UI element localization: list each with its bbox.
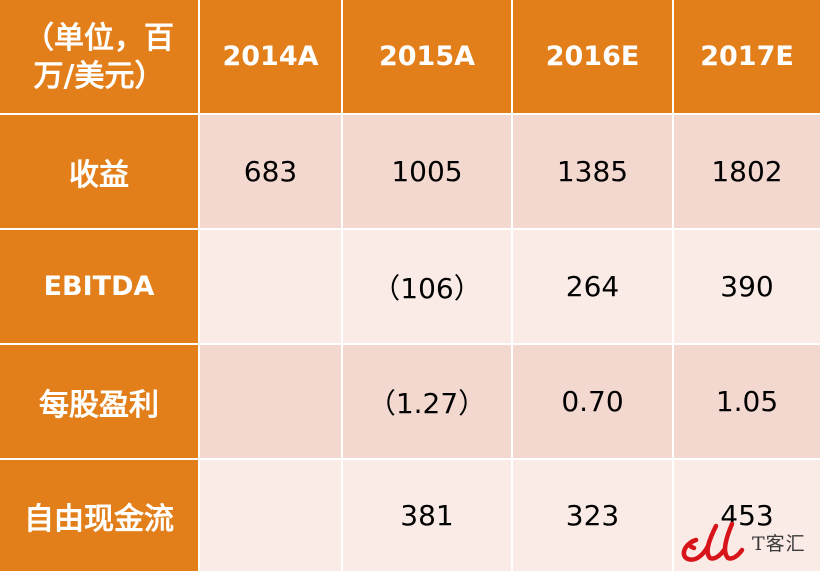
column-header-2017e: 2017E [674,0,820,113]
table-cell: （106） [343,230,511,343]
cell-value: 1.05 [715,385,779,418]
row-header-label: 每股盈利 [39,387,159,423]
column-header-label: 2017E [700,41,794,72]
table-cell: 1005 [343,115,511,228]
table-cell: （1.27） [343,345,511,458]
column-header-2014a: 2014A [200,0,341,113]
column-header-label: 2015A [378,41,476,72]
cell-value: 264 [565,270,620,303]
table-cell [200,345,341,458]
table-cell: 453 [674,460,820,571]
column-header-2016e: 2016E [513,0,672,113]
table-cell: 390 [674,230,820,343]
table-cell: 323 [513,460,672,571]
row-header-label: EBITDA [43,271,155,302]
cell-value: 0.70 [561,385,624,418]
unit-header-cell: （单位，百万/美元） [0,0,198,113]
row-header-ebitda: EBITDA [0,230,198,343]
cell-value: 1802 [711,155,783,188]
table-cell [200,460,341,571]
column-header-label: 2014A [222,41,319,72]
table-cell: 1385 [513,115,672,228]
cell-value: 1385 [556,155,629,188]
table-cell: 1802 [674,115,820,228]
unit-label: （单位，百万/美元） [24,20,174,94]
row-header-free-cash-flow: 自由现金流 [0,460,198,571]
watermark-text: T客汇 [752,533,806,555]
row-header-label: 自由现金流 [24,501,174,537]
cell-value: （1.27） [367,386,487,420]
row-header-label: 收益 [69,157,129,193]
cell-value: 381 [400,499,454,532]
row-header-eps: 每股盈利 [0,345,198,458]
watermark-logo-icon [681,521,745,562]
row-header-revenue: 收益 [0,115,198,228]
cell-value: 390 [720,270,774,303]
cell-value: 683 [243,155,298,188]
table-cell: 264 [513,230,672,343]
cell-value: （106） [372,271,482,305]
table-cell: 683 [200,115,341,228]
table-cell [200,230,341,343]
table-cell: 0.70 [513,345,672,458]
table-cell: 381 [343,460,511,571]
cell-value: 1005 [391,155,463,188]
column-header-label: 2016E [545,41,640,72]
cell-value: 323 [565,499,620,532]
column-header-2015a: 2015A [343,0,511,113]
table-cell: 1.05 [674,345,820,458]
